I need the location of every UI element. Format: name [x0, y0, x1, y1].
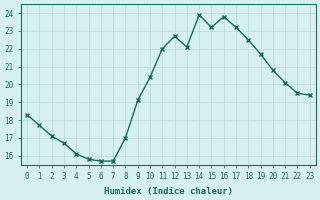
X-axis label: Humidex (Indice chaleur): Humidex (Indice chaleur) [104, 187, 233, 196]
